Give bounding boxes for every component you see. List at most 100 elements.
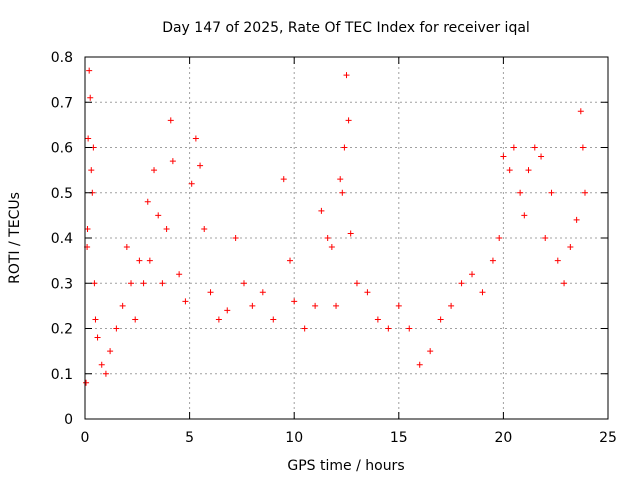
data-point — [579, 144, 586, 151]
y-tick-label: 0.2 — [51, 322, 73, 338]
data-point — [224, 307, 231, 314]
data-point — [240, 280, 247, 287]
data-point — [128, 280, 135, 287]
data-point — [561, 280, 568, 287]
data-point — [159, 280, 166, 287]
y-tick-label: 0.7 — [51, 95, 73, 111]
data-point — [136, 257, 143, 264]
data-point — [197, 162, 204, 169]
data-point — [489, 257, 496, 264]
data-point — [510, 144, 517, 151]
data-point — [538, 153, 545, 160]
data-point — [188, 180, 195, 187]
data-point — [496, 235, 503, 241]
x-tick-label: 15 — [390, 430, 408, 446]
data-point — [385, 325, 392, 332]
data-point — [259, 289, 266, 296]
data-point — [437, 316, 444, 323]
grid-lines — [85, 57, 608, 419]
y-tick-labels: 0 0.1 0.2 0.3 0.4 0.5 0.6 0.7 0.8 — [51, 50, 73, 428]
data-point — [312, 302, 319, 309]
chart-title: Day 147 of 2025, Rate Of TEC Index for r… — [162, 20, 530, 36]
y-tick-label: 0 — [64, 412, 73, 428]
data-point — [92, 316, 99, 323]
data-point — [333, 302, 340, 309]
data-point — [87, 94, 94, 101]
data-point — [119, 302, 126, 309]
x-tick-label: 5 — [185, 430, 194, 446]
data-point — [280, 176, 287, 183]
x-tick-label: 20 — [494, 430, 512, 446]
y-axis-label: ROTI / TECUs — [7, 192, 23, 284]
data-point — [249, 302, 256, 309]
data-point — [102, 370, 109, 377]
x-axis-label: GPS time / hours — [287, 458, 404, 474]
y-tick-label: 0.3 — [51, 276, 73, 292]
data-point — [406, 325, 413, 332]
data-point — [517, 189, 524, 196]
data-point — [107, 348, 114, 355]
data-point — [301, 325, 308, 332]
data-point — [144, 198, 151, 205]
data-point — [581, 189, 588, 196]
data-point — [207, 289, 214, 296]
data-point — [469, 271, 476, 278]
data-point — [98, 361, 105, 368]
data-point — [479, 289, 486, 296]
data-point — [182, 298, 189, 305]
data-point — [86, 67, 93, 74]
x-tick-label: 0 — [81, 430, 90, 446]
data-point — [374, 316, 381, 323]
data-point — [83, 379, 90, 386]
data-point — [94, 334, 101, 341]
data-point — [506, 167, 513, 174]
data-point — [353, 280, 360, 287]
data-point — [84, 225, 91, 232]
x-tick-label: 25 — [599, 430, 617, 446]
data-point — [500, 153, 507, 160]
data-point — [577, 108, 584, 115]
data-point — [155, 212, 162, 219]
y-tick-label: 0.1 — [51, 367, 73, 383]
y-tick-label: 0.6 — [51, 141, 73, 157]
data-point — [573, 216, 580, 223]
data-point — [169, 158, 176, 165]
x-tick-label: 10 — [285, 430, 303, 446]
data-point — [542, 235, 549, 241]
data-point — [215, 316, 222, 323]
data-point — [548, 189, 555, 196]
data-point — [232, 235, 239, 241]
data-point — [291, 298, 298, 305]
data-point — [347, 230, 354, 237]
data-point — [458, 280, 465, 287]
data-point — [88, 167, 95, 174]
data-point — [151, 167, 158, 174]
x-tick-labels: 0 5 10 15 20 25 — [81, 430, 617, 446]
data-point — [427, 348, 434, 355]
data-point — [395, 302, 402, 309]
data-point — [163, 225, 170, 232]
data-point — [123, 244, 130, 251]
data-point — [339, 189, 346, 196]
y-tick-label: 0.8 — [51, 50, 73, 66]
data-point — [85, 135, 92, 142]
data-point — [343, 72, 350, 79]
y-tick-label: 0.4 — [51, 231, 73, 247]
data-point — [337, 176, 344, 183]
data-point — [132, 316, 139, 323]
data-point — [328, 244, 335, 251]
data-point — [364, 289, 371, 296]
data-points — [83, 67, 588, 386]
data-point — [448, 302, 455, 309]
data-point — [270, 316, 277, 323]
data-point — [176, 271, 183, 278]
data-point — [341, 144, 348, 151]
data-point — [140, 280, 147, 287]
data-point — [113, 325, 120, 332]
data-point — [146, 257, 153, 264]
data-point — [201, 225, 208, 232]
data-point — [525, 167, 532, 174]
data-point — [318, 207, 325, 214]
data-point — [531, 144, 538, 151]
